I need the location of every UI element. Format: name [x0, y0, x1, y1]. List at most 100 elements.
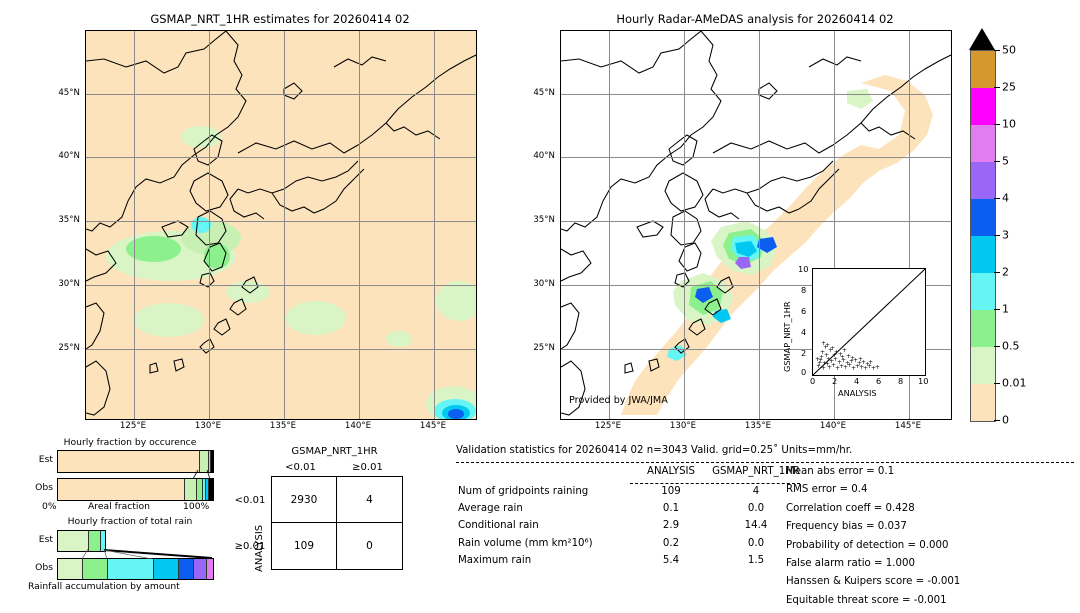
lat-tick-label: 35°N [58, 215, 80, 225]
svg-text:+: + [851, 365, 856, 372]
svg-text:+: + [861, 359, 866, 366]
lon-tick-label: 130°E [669, 421, 697, 431]
lon-tick-label: 135°E [269, 421, 297, 431]
validation-row-gsmap: 1.5 [747, 554, 765, 566]
colorbar-segment [971, 384, 995, 421]
validation-score-item: Frequency bias = 0.037 [786, 521, 907, 533]
validation-row-name: Conditional rain [458, 520, 539, 532]
colorbar-tick [994, 346, 1000, 347]
fraction-segment [89, 531, 102, 551]
svg-text:+: + [846, 353, 851, 360]
fraction-segment [199, 451, 210, 472]
svg-text:+: + [817, 360, 822, 367]
validation-row: Conditional rain 2.9 14.4 [458, 520, 800, 531]
fraction-segment [154, 559, 179, 579]
contingency-cell: 109 [272, 523, 337, 569]
fraction-segment [58, 531, 90, 551]
scatter-xlabel: ANALYSIS [838, 388, 877, 398]
left-panel-title: GSMAP_NRT_1HR estimates for 20260414 02 [150, 12, 410, 26]
scatter-xtick: 8 [898, 376, 904, 386]
validation-row-gsmap: 0.0 [747, 537, 765, 549]
svg-text:+: + [875, 364, 880, 371]
validation-score-item: Correlation coeff = 0.428 [786, 502, 915, 514]
colorbar-tick [994, 420, 1000, 421]
svg-text:+: + [825, 342, 830, 349]
total-rain-panel-title: Hourly fraction of total rain [67, 516, 193, 527]
svg-text:+: + [843, 364, 848, 371]
lon-tick-label: 140°E [344, 421, 372, 431]
contingency-cell: 0 [366, 540, 373, 552]
validation-row: Num of gridpoints raining 109 4 [458, 486, 800, 497]
fraction-segment [194, 559, 207, 579]
scatter-ytick: 8 [801, 285, 807, 295]
svg-text:+: + [838, 351, 843, 358]
precip-blob [181, 126, 221, 148]
validation-row-gsmap: 14.4 [744, 520, 768, 532]
colorbar-segment [971, 88, 995, 125]
total-rain-link-lines [81, 549, 212, 559]
svg-text:+: + [849, 358, 854, 365]
precip-blob [134, 303, 204, 337]
svg-text:+: + [827, 364, 832, 371]
fraction-segment [107, 559, 155, 579]
svg-text:+: + [819, 354, 824, 361]
colorbar-tick [994, 87, 1000, 88]
svg-text:+: + [845, 360, 850, 367]
contingency-cell: 2930 [272, 477, 337, 523]
colorbar-tick [994, 161, 1000, 162]
svg-text:+: + [858, 356, 863, 363]
scatter-ytick: 4 [801, 327, 807, 337]
validation-header: Validation statistics for 20260414 02 n=… [456, 445, 853, 456]
grid-line-lat [86, 285, 476, 286]
scatter-ylabel: GSMAP_NRT_1HR [782, 301, 792, 372]
fraction-segment [206, 479, 209, 500]
svg-text:+: + [868, 359, 873, 366]
lon-tick-label: 135°E [744, 421, 772, 431]
svg-text:+: + [822, 360, 827, 367]
validation-score-item: Probability of detection = 0.000 [786, 539, 949, 551]
lat-tick-label: 45°N [533, 88, 555, 98]
colorbar-tick-label: 5 [1002, 154, 1009, 168]
occurrence-panel-title: Hourly fraction by occurence [63, 437, 197, 448]
validation-score-item: Equitable threat score = -0.001 [786, 594, 947, 606]
occurrence-link-lines [192, 470, 211, 479]
scatter-xtick: 2 [832, 376, 838, 386]
svg-text:+: + [863, 365, 868, 372]
svg-text:+: + [847, 362, 852, 369]
colorbar-tick [994, 272, 1000, 273]
fraction-segment [185, 479, 198, 500]
colorbar-tick [994, 235, 1000, 236]
validation-score-item: False alarm ratio = 1.000 [786, 557, 915, 569]
fraction-segment [209, 451, 211, 472]
lat-tick-label: 35°N [533, 215, 555, 225]
fraction-segment [202, 479, 207, 500]
grid-line-lon [834, 31, 835, 419]
grid-line-lon [359, 31, 360, 419]
validation-row-analysis: 0.1 [662, 503, 680, 515]
fraction-segment [82, 559, 108, 579]
svg-text:+: + [823, 344, 828, 351]
scatter-xtick: 0 [810, 376, 816, 386]
svg-text:+: + [824, 352, 829, 359]
validation-row-gsmap: 4 [752, 486, 760, 497]
occurrence-xlabel: Areal fraction [88, 501, 150, 512]
coastline-overlay [86, 31, 476, 416]
grid-line-lat [561, 157, 951, 158]
grid-line-lat [561, 285, 951, 286]
lat-tick-label: 45°N [58, 88, 80, 98]
lon-tick-label: 125°E [119, 421, 147, 431]
grid-line-lat [561, 94, 951, 95]
fraction-segment [206, 559, 213, 579]
colorbar-segment [971, 236, 995, 273]
colorbar-tick [994, 124, 1000, 125]
scatter-plot: + + + + + + + + + + + + + + + + + + + + + + + + + + + + + + … [812, 268, 926, 376]
total-rain-row-label-est: Est [38, 534, 53, 545]
svg-text:+: + [855, 363, 860, 370]
svg-text:+: + [821, 365, 826, 372]
svg-text:+: + [842, 347, 847, 354]
validation-col-header-analysis: ANALYSIS [646, 466, 696, 477]
colorbar-arrow-icon [969, 28, 995, 50]
precip-blob [386, 331, 412, 347]
fraction-segment [58, 451, 200, 472]
colorbar-tick [994, 50, 1000, 51]
